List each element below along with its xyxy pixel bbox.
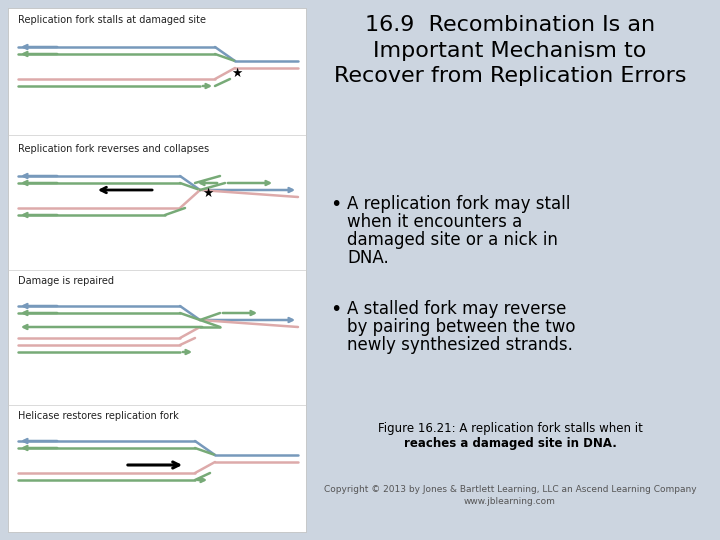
Text: •: • [330, 195, 341, 214]
Text: newly synthesized strands.: newly synthesized strands. [347, 336, 573, 354]
Text: Copyright © 2013 by Jones & Bartlett Learning, LLC an Ascend Learning Company: Copyright © 2013 by Jones & Bartlett Lea… [324, 485, 696, 494]
Bar [8, 8, 306, 532]
Text: •: • [330, 300, 341, 319]
Text: ★: ★ [231, 66, 243, 79]
Text: by pairing between the two: by pairing between the two [347, 318, 575, 336]
Text: A replication fork may stall: A replication fork may stall [347, 195, 570, 213]
Text: ★: ★ [202, 186, 214, 199]
Text: A stalled fork may reverse: A stalled fork may reverse [347, 300, 567, 318]
Text: damaged site or a nick in: damaged site or a nick in [347, 231, 558, 249]
Text: www.jblearning.com: www.jblearning.com [464, 497, 556, 506]
Text: Damage is repaired: Damage is repaired [18, 276, 114, 286]
Text: Figure 16.21: A replication fork stalls when it: Figure 16.21: A replication fork stalls … [377, 422, 642, 435]
Text: Replication fork reverses and collapses: Replication fork reverses and collapses [18, 144, 209, 154]
Text: reaches a damaged site in DNA.: reaches a damaged site in DNA. [404, 437, 616, 450]
Text: 16.9  Recombination Is an
Important Mechanism to
Recover from Replication Errors: 16.9 Recombination Is an Important Mecha… [334, 15, 686, 86]
Text: Replication fork stalls at damaged site: Replication fork stalls at damaged site [18, 15, 206, 25]
Text: when it encounters a: when it encounters a [347, 213, 522, 231]
Text: Helicase restores replication fork: Helicase restores replication fork [18, 411, 179, 421]
Text: DNA.: DNA. [347, 249, 389, 267]
